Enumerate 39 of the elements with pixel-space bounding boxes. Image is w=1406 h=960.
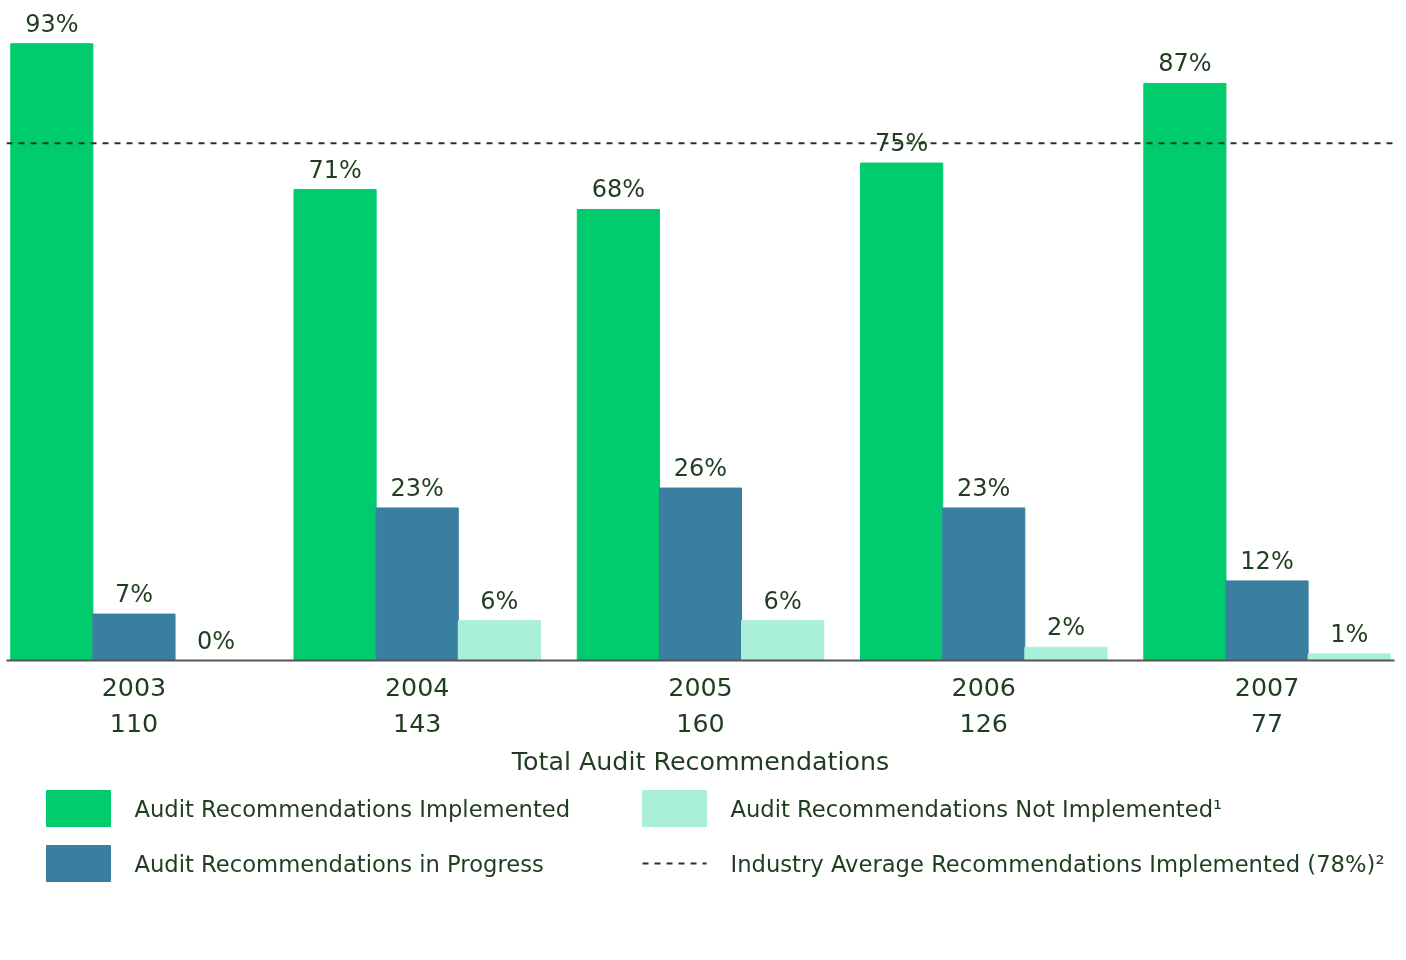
bar	[860, 162, 944, 661]
bar	[658, 487, 743, 661]
x-tick-label: 2004 143	[385, 671, 450, 738]
x-tick-label: 2005 160	[668, 671, 733, 738]
data-label: 75%	[874, 129, 929, 158]
data-label: 12%	[1240, 546, 1294, 575]
bar	[375, 507, 459, 661]
data-label: 68%	[591, 175, 646, 204]
data-label: 0%	[197, 626, 236, 655]
bar	[942, 507, 1026, 661]
data-label: 7%	[114, 580, 154, 609]
data-label: 87%	[1158, 49, 1212, 78]
data-label: 23%	[390, 473, 444, 502]
bar	[1024, 646, 1108, 661]
bar	[457, 620, 541, 661]
legend-label: Industry Average Recommendations Implemented (78%)²	[730, 850, 1385, 877]
bar	[293, 189, 377, 661]
legend-label: Audit Recommendations in Progress	[134, 850, 544, 877]
bar	[92, 613, 176, 661]
x-tick-label: 2006 126	[951, 671, 1017, 738]
data-label: 2%	[1046, 613, 1085, 642]
data-label: 6%	[763, 586, 802, 615]
bar	[1225, 580, 1309, 661]
bar	[1307, 653, 1391, 661]
data-label: 26%	[673, 454, 728, 483]
data-label: 71%	[308, 155, 362, 184]
x-tick-label: 2007 77	[1234, 671, 1300, 738]
legend-label: Audit Recommendations Not Implemented¹	[730, 795, 1223, 822]
data-label: 23%	[957, 473, 1011, 502]
bar	[741, 620, 825, 661]
legend-label: Audit Recommendations Implemented	[134, 795, 571, 822]
bar	[576, 208, 660, 661]
x-axis-title: Total Audit Recommendations	[510, 745, 890, 776]
bar	[1143, 82, 1227, 661]
bar	[10, 43, 94, 661]
data-label: 93%	[25, 9, 79, 38]
x-tick-label: 2003 110	[101, 671, 167, 738]
data-label: 6%	[480, 586, 519, 615]
data-label: 1%	[1330, 619, 1369, 648]
